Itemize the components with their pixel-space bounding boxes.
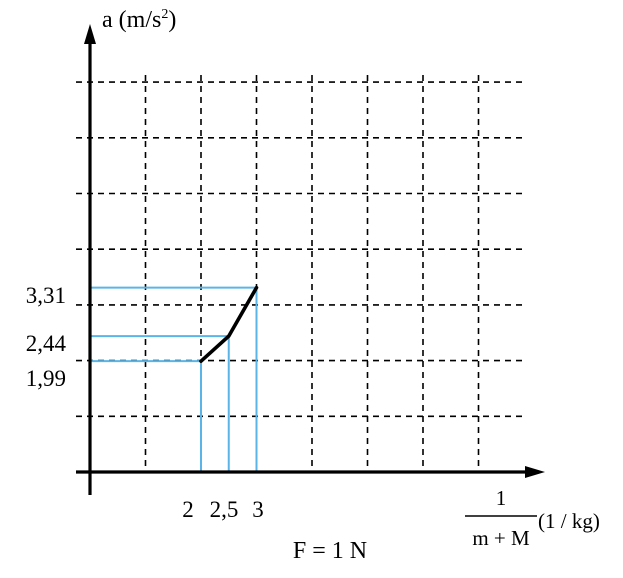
x-axis-title-numerator: 1	[496, 486, 507, 510]
y-tick-labels: 3,31 2,44 1,99	[26, 283, 67, 391]
axes	[76, 24, 545, 495]
y-axis-title-close: )	[168, 7, 176, 33]
y-axis-title-base: a (m/s	[102, 7, 161, 33]
grid	[76, 75, 522, 472]
y-tick-label: 3,31	[26, 283, 66, 308]
x-tick-label: 2	[182, 497, 194, 522]
x-axis-title-denominator: m + M	[472, 526, 530, 550]
guide-lines	[90, 286, 258, 472]
x-axis-arrowhead	[525, 466, 545, 478]
y-axis-title: a (m/s2)	[102, 7, 176, 33]
y-tick-label: 2,44	[26, 331, 67, 356]
data-series	[199, 285, 259, 363]
series-line	[199, 285, 259, 363]
x-axis-title: 1 m + M (1 / kg)	[465, 486, 600, 550]
x-tick-label: 2,5	[210, 497, 239, 522]
x-axis-title-unit: (1 / kg)	[538, 509, 600, 533]
force-annotation: F = 1 N	[293, 538, 367, 564]
y-axis-title-sup: 2	[161, 7, 168, 22]
x-tick-label: 3	[252, 497, 264, 522]
y-tick-label: 1,99	[26, 366, 66, 391]
y-axis-arrowhead	[84, 24, 96, 44]
x-tick-labels: 2 2,5 3	[182, 497, 264, 522]
